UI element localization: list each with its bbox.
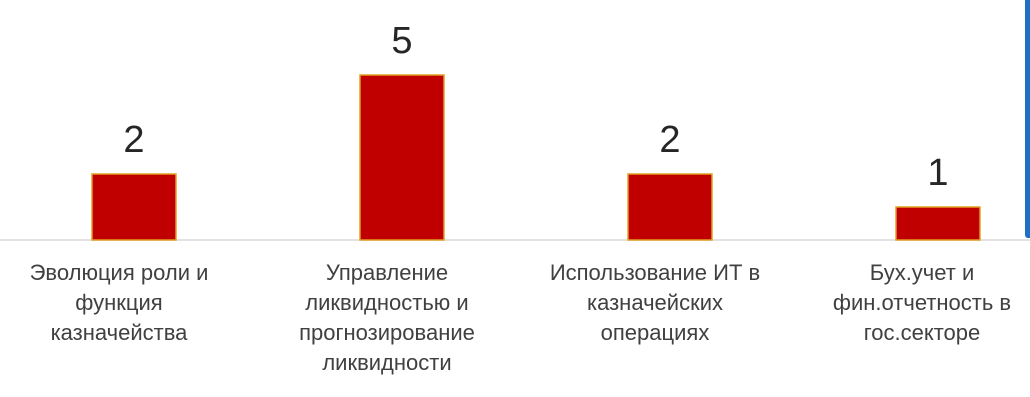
- category-label-1: Эволюция роли и функция казначейства: [4, 258, 234, 348]
- category-label-1-line-2: функция: [75, 290, 163, 315]
- data-label-3: 2: [659, 119, 680, 161]
- category-label-3: Использование ИТ в казначейских операция…: [540, 258, 770, 348]
- category-label-3-line-1: Использование ИТ в: [549, 260, 761, 285]
- category-label-1-line-3: казначейства: [50, 320, 188, 345]
- category-label-4-line-1: Бух.учет и: [869, 260, 975, 285]
- category-label-4-line-3: гос.секторе: [863, 320, 981, 345]
- data-label-2: 5: [391, 20, 412, 62]
- bar-1: [91, 173, 177, 241]
- bar-3: [627, 173, 713, 241]
- bar-2: [359, 74, 445, 241]
- category-label-1-line-1: Эволюция роли и: [29, 260, 209, 285]
- category-label-3-line-3: операциях: [600, 320, 710, 345]
- category-label-2-line-2: ликвидностью и: [305, 290, 469, 315]
- side-accent-bar: [1025, 0, 1030, 238]
- category-label-2: Управление ликвидностью и прогнозировани…: [272, 258, 502, 378]
- category-label-2-line-4: ликвидности: [322, 350, 452, 375]
- category-label-2-line-3: прогнозирование: [299, 320, 475, 345]
- category-label-2-line-1: Управление: [325, 260, 449, 285]
- category-label-3-line-2: казначейских: [587, 290, 723, 315]
- data-label-1: 2: [123, 119, 144, 161]
- category-label-4-line-2: фин.отчетность в: [832, 290, 1012, 315]
- bar-4: [895, 206, 981, 241]
- data-label-4: 1: [927, 152, 948, 194]
- category-label-4: Бух.учет и фин.отчетность в гос.секторе: [807, 258, 1030, 348]
